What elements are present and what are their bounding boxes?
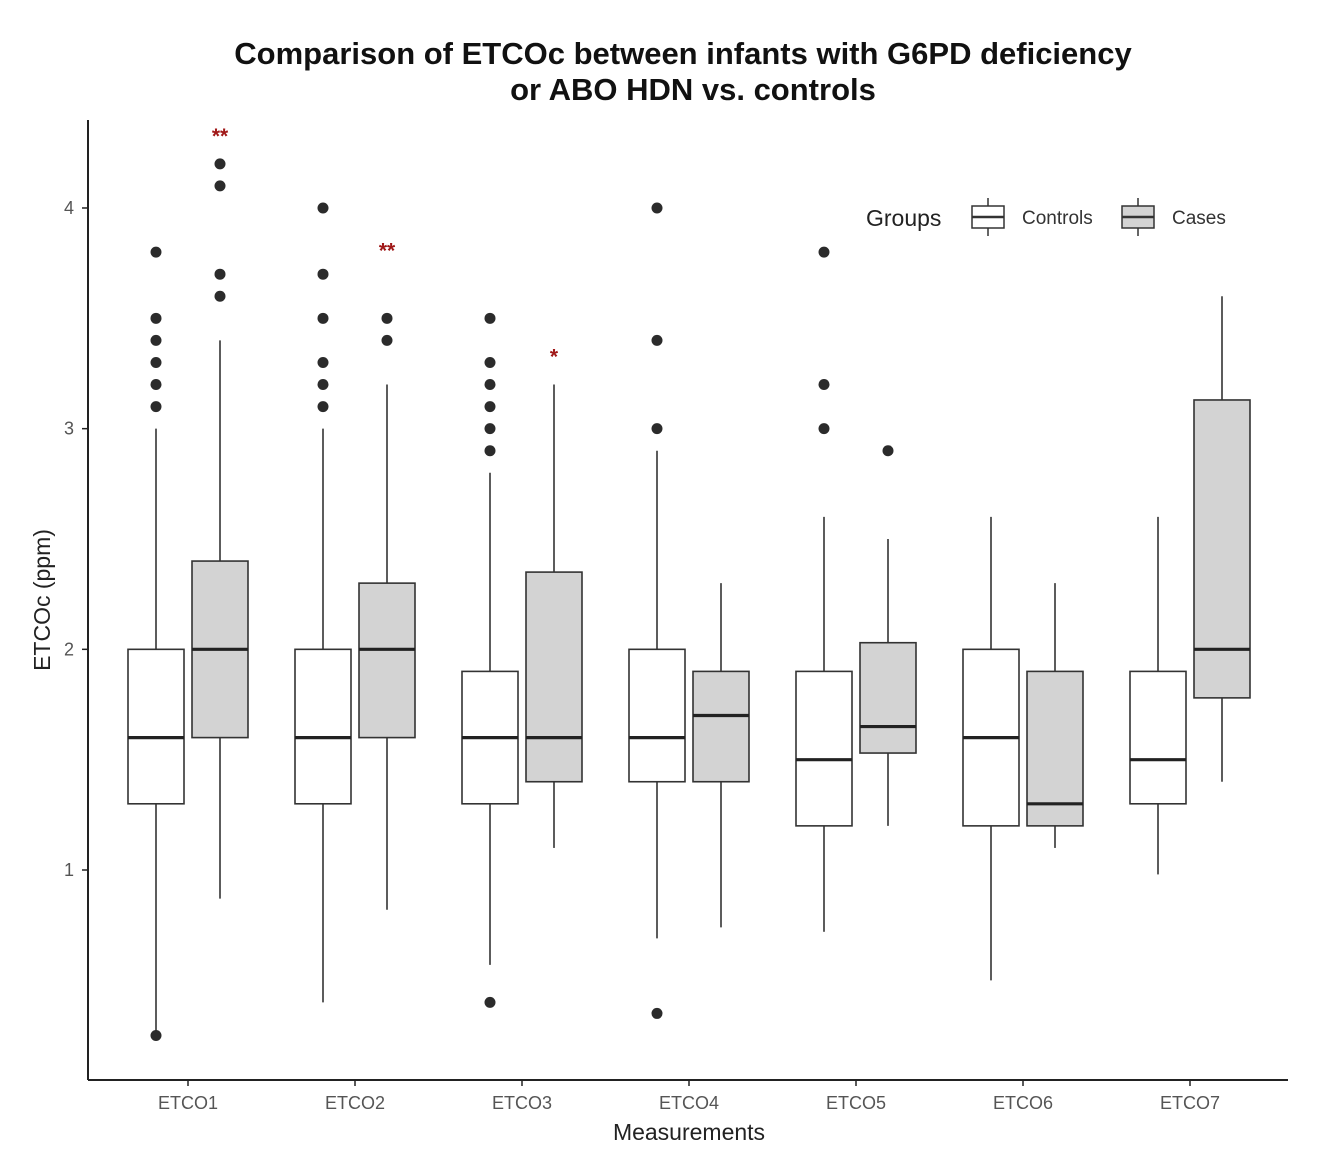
chart-title-line-1: Comparison of ETCOc between infants with… [234,36,1132,71]
box-etco2-cases [358,312,416,910]
legend-label-controls: Controls [1022,208,1093,229]
x-tick-label: ETCO1 [158,1093,218,1113]
significance-label: * [550,345,559,368]
significance-label: ** [379,240,396,263]
outlier-point [651,1007,663,1019]
x-axis-title: Measurements [613,1119,765,1145]
outlier-point [484,356,496,368]
x-tick-label: ETCO4 [659,1093,719,1113]
outlier-point [214,268,226,280]
outlier-point [651,423,663,435]
box-iqr [358,582,416,739]
box-iqr [1026,670,1084,827]
outlier-point [484,996,496,1008]
legend-label-cases: Cases [1172,208,1226,229]
outlier-point [150,401,162,413]
box-etco1-cases [191,158,249,899]
outlier-point [150,356,162,368]
outlier-point [150,334,162,346]
axis-ticks: 1 2 3 4 ETCO1 ETCO2 ETCO3 ETCO4 ETCO5 ETCO6 ETCO7 [64,198,1220,1113]
boxplot-marks [127,158,1251,1042]
y-tick-label: 4 [64,198,74,218]
significance-label: ** [212,125,229,148]
outlier-point [214,180,226,192]
box-iqr [692,670,750,783]
box-iqr [859,641,917,754]
x-tick-label: ETCO5 [826,1093,886,1113]
outlier-point [317,268,329,280]
box-iqr [628,648,686,783]
outlier-point [484,312,496,324]
outlier-point [882,445,894,457]
x-tick-label: ETCO6 [993,1093,1053,1113]
legend-key-cases [1121,198,1155,236]
box-etco5-cases [859,445,917,826]
outlier-point [317,356,329,368]
box-etco6-controls [962,516,1020,981]
y-axis-title: ETCOc (ppm) [29,529,55,671]
box-etco4-cases [692,583,750,928]
box-etco6-cases [1026,583,1084,848]
outlier-point [651,334,663,346]
box-iqr [1129,670,1187,805]
outlier-point [150,1030,162,1042]
outlier-point [484,401,496,413]
x-tick-label: ETCO7 [1160,1093,1220,1113]
box-iqr [1193,399,1251,699]
box-etco3-cases [525,384,583,848]
x-tick-label: ETCO3 [492,1093,552,1113]
legend: Groups Controls Cases [866,198,1226,236]
box-etco5-controls [795,246,853,932]
outlier-point [317,379,329,391]
box-etco7-controls [1129,516,1187,875]
legend-title: Groups [866,205,941,231]
outlier-point [214,158,226,170]
outlier-point [484,423,496,435]
outlier-point [150,379,162,391]
y-tick-label: 1 [64,860,74,880]
box-iqr [127,648,185,805]
outlier-point [214,290,226,302]
box-etco1-controls [127,246,185,1042]
x-tick-label: ETCO2 [325,1093,385,1113]
outlier-point [317,312,329,324]
outlier-point [317,401,329,413]
y-tick-label: 2 [64,639,74,659]
outlier-point [381,334,393,346]
outlier-point [651,202,663,214]
significance-annotations: ***** [212,125,559,369]
outlier-point [381,312,393,324]
box-iqr [294,648,352,805]
legend-key-controls [971,198,1005,236]
y-tick-label: 3 [64,419,74,439]
outlier-point [150,246,162,258]
box-etco4-controls [628,202,686,1019]
outlier-point [818,246,830,258]
box-etco2-controls [294,202,352,1003]
box-iqr [525,571,583,783]
outlier-point [818,379,830,391]
box-etco3-controls [461,312,519,1008]
outlier-point [484,445,496,457]
outlier-point [317,202,329,214]
chart-title-line-2: or ABO HDN vs. controls [510,72,876,107]
outlier-point [484,379,496,391]
outlier-point [818,423,830,435]
box-etco7-cases [1193,296,1251,782]
outlier-point [150,312,162,324]
box-iqr [795,670,853,827]
